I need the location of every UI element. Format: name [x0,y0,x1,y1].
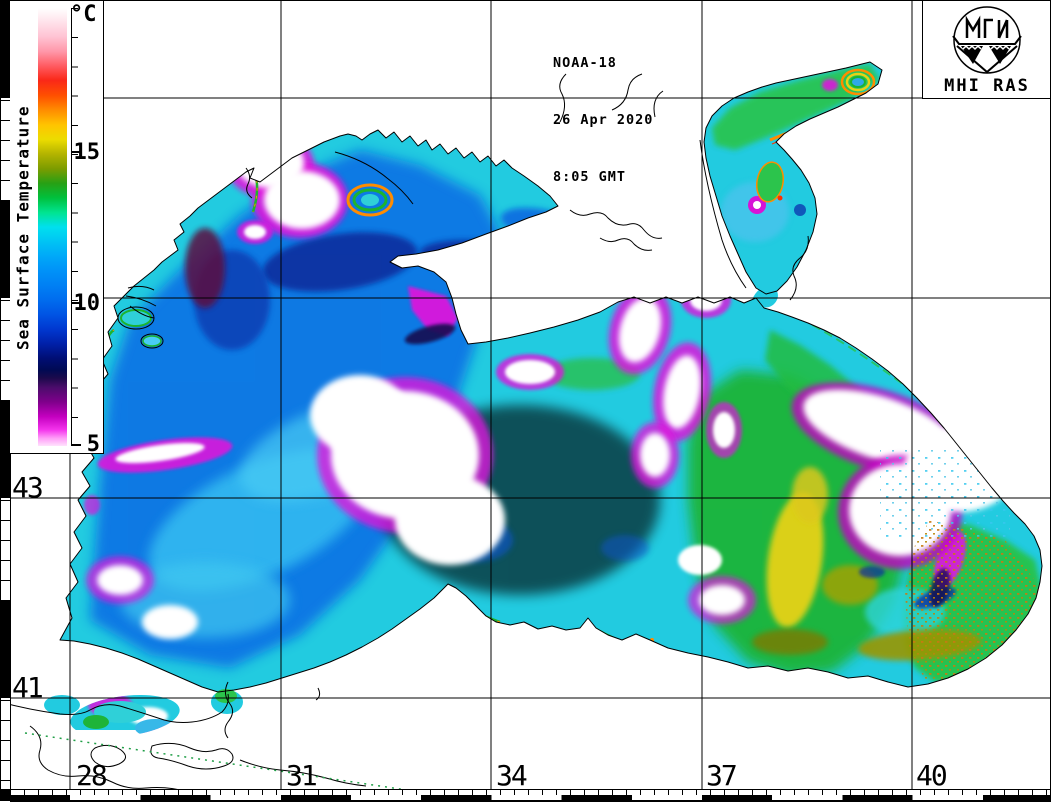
lon-label-40: 40 [916,759,948,792]
colorbar-major-tick [71,444,81,446]
mhi-ras-logo-icon [952,6,1022,74]
colorbar-unit: °C [70,2,97,27]
colorbar-tick-5: 5 [86,432,100,457]
graticule [10,0,1050,789]
colorbar-axis [71,8,78,446]
mhi-ras-logo-box: MHI RAS [922,0,1051,99]
lat-label-43: 43 [12,471,44,504]
colorbar-tick-10: 10 [73,291,101,316]
colorbar-panel: Sea Surface Temperature 15 10 5 °C [10,0,104,457]
logo-label: MHI RAS [944,76,1030,96]
coastline [0,61,1043,797]
image-date: 26 Apr 2020 [553,112,654,128]
lon-label-31: 31 [286,759,318,792]
image-header: NOAA-18 26 Apr 2020 8:05 GMT [553,16,653,206]
image-time: 8:05 GMT [553,169,627,185]
lat-label-41: 41 [12,671,44,704]
colorbar-gradient [38,8,67,446]
lon-label-28: 28 [76,759,108,792]
lon-label-34: 34 [496,759,528,792]
colorbar-major-tick [71,151,81,153]
colorbar-title: Sea Surface Temperature [13,105,33,351]
colorbar-tick-15: 15 [73,140,101,165]
colorbar-major-tick [71,302,81,304]
lon-label-37: 37 [706,759,738,792]
satellite-name: NOAA-18 [553,55,617,71]
ruler-corner [0,789,10,801]
sst-color-field [44,62,1042,742]
